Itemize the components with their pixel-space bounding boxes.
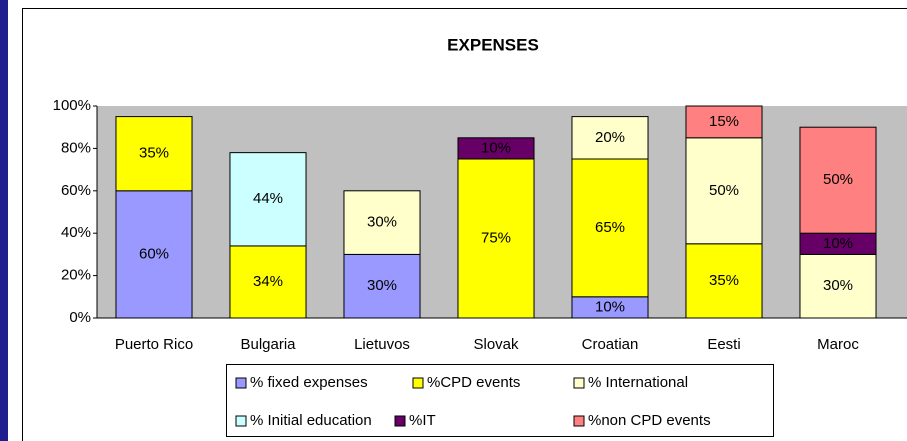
y-tick-label: 20% [61,267,91,284]
bar-segment [685,105,763,139]
x-tick-label: Puerto Rico [115,336,193,353]
data-label: 65% [595,219,625,236]
bar-segment [799,253,877,319]
y-tick-label: 80% [61,139,91,156]
x-tick-label: Eesti [707,336,740,353]
data-label: 30% [823,277,853,294]
y-tick-label: 60% [61,182,91,199]
side-bar [0,0,8,441]
bar-segment [685,137,763,245]
bar-segment [457,137,535,160]
x-tick-label: Croatian [582,336,639,353]
y-tick-label: 100% [53,97,91,114]
data-label: 30% [367,277,397,294]
bar-segment [457,158,535,319]
data-label: 44% [253,190,283,207]
bar-segment [115,116,193,192]
legend-label: % fixed expenses [250,374,368,391]
legend-label: %CPD events [427,374,520,391]
legend-swatch [394,415,406,427]
y-tick-label: 40% [61,224,91,241]
y-tick-label: 0% [69,309,91,326]
data-label: 35% [139,145,169,162]
bar-segment [343,253,421,319]
legend-swatch [235,415,247,427]
legend-swatch [412,377,424,389]
bar-segment [685,243,763,319]
legend-label: %IT [409,412,436,429]
data-label: 10% [823,235,853,252]
legend-swatch [235,377,247,389]
legend-label: %non CPD events [588,412,711,429]
legend-swatch [573,377,585,389]
data-label: 50% [823,171,853,188]
bar-segment [343,190,421,255]
data-label: 50% [709,182,739,199]
data-label: 34% [253,273,283,290]
data-label: 10% [481,139,511,156]
legend-box [226,364,774,437]
chart-title: EXPENSES [447,35,539,54]
x-tick-label: Lietuvos [354,336,410,353]
legend-label: % International [588,374,688,391]
data-label: 75% [481,229,511,246]
data-label: 35% [709,272,739,289]
bar-segment [229,152,307,247]
bar-segment [571,116,649,160]
legend-label: % Initial education [250,412,372,429]
bar-segment [571,158,649,298]
data-label: 30% [367,214,397,231]
data-label: 10% [595,298,625,315]
bar-segment [229,245,307,319]
x-tick-label: Bulgaria [240,336,296,353]
data-label: 20% [595,129,625,146]
data-label: 15% [709,113,739,130]
x-tick-label: Slovak [473,336,519,353]
legend-swatch [573,415,585,427]
x-tick-label: Maroc [817,336,859,353]
data-label: 60% [139,245,169,262]
bar-segment [799,126,877,234]
